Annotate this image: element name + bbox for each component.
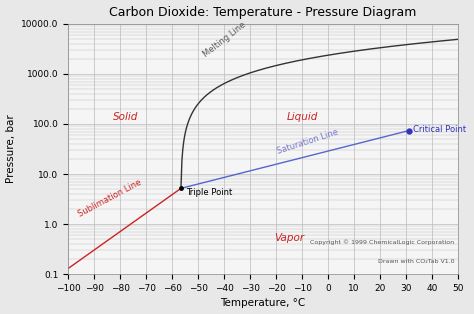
Text: Critical Point: Critical Point (413, 125, 466, 134)
Text: Melting Line: Melting Line (201, 20, 247, 59)
Text: Liquid: Liquid (286, 112, 318, 122)
Text: Solid: Solid (113, 112, 138, 122)
Text: Sublimation Line: Sublimation Line (77, 178, 143, 219)
Title: Carbon Dioxide: Temperature - Pressure Diagram: Carbon Dioxide: Temperature - Pressure D… (109, 6, 417, 19)
Text: Saturation Line: Saturation Line (275, 128, 339, 156)
Text: Drawn with CO₂Tab V1.0: Drawn with CO₂Tab V1.0 (377, 259, 454, 264)
Text: Copyright © 1999 ChemicalLogic Corporation: Copyright © 1999 ChemicalLogic Corporati… (310, 240, 454, 245)
Text: Vapor: Vapor (274, 234, 304, 243)
Text: Triple Point: Triple Point (186, 188, 232, 198)
Y-axis label: Pressure, bar: Pressure, bar (6, 115, 16, 183)
X-axis label: Temperature, °C: Temperature, °C (220, 298, 306, 308)
